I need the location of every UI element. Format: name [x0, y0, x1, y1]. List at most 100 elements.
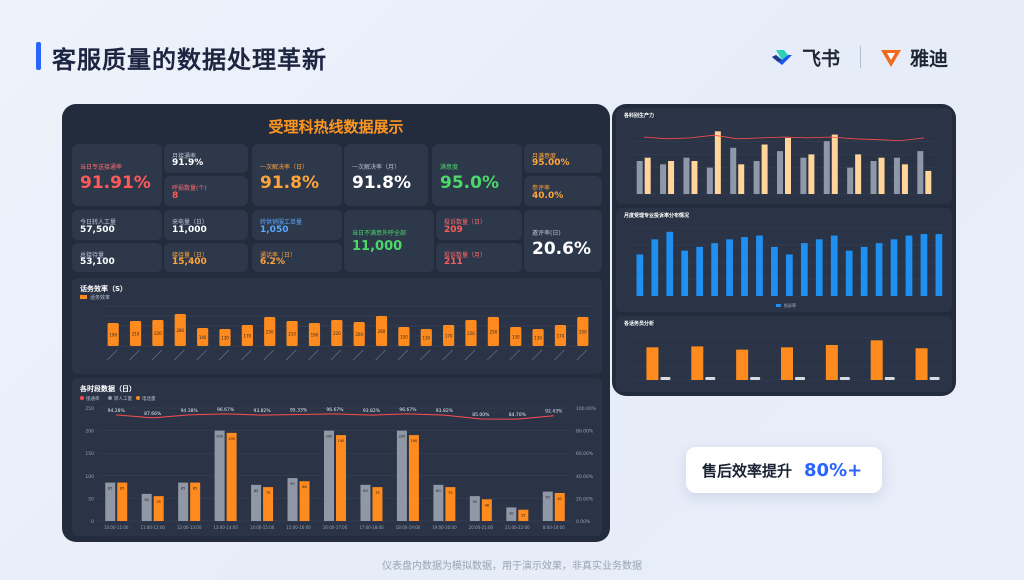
agent-analysis-small-bar — [795, 377, 805, 380]
hourly-grey-data-label: 200 — [216, 435, 223, 439]
kpi-daily-connect-rate: 当日专送接通率 91.91% — [72, 144, 162, 206]
hourly-grey-data-label: 80 — [254, 489, 258, 493]
efficiency-bar — [353, 322, 365, 346]
efficiency-data-label: 250 — [490, 330, 498, 335]
hourly-orange-bar — [372, 487, 383, 521]
efficiency-legend-label: 话务效率 — [90, 294, 110, 301]
hourly-y-tick-label: 0 — [91, 519, 94, 525]
productivity-peach-bar — [714, 131, 721, 194]
title-accent-bar — [36, 42, 41, 70]
kpi-incoming-calls: 来电量（日） 11,000 — [164, 210, 248, 240]
efficiency-data-label: 170 — [557, 334, 565, 339]
dashboard-panel: 受理科热线数据展示 当日专送接通率 91.91% 月接通率 91.9% 呼损数量… — [62, 104, 610, 542]
kpi-label: 投诉数量（月） — [444, 252, 487, 259]
kpi-value: 91.8% — [352, 173, 411, 193]
hourly-legend-swatch — [108, 396, 112, 400]
productivity-peach-bar — [785, 137, 791, 194]
hourly-orange-bar — [481, 499, 492, 521]
agent-analysis-chart — [632, 337, 946, 381]
brand-divider — [860, 46, 861, 68]
efficiency-data-label: 130 — [422, 336, 430, 341]
efficiency-bar — [129, 321, 142, 346]
efficiency-data-label: 200 — [355, 332, 363, 337]
efficiency-data-label: 210 — [288, 332, 296, 337]
yadea-logo-icon — [881, 49, 901, 67]
hourly-rate-data-label: 93.82% — [436, 408, 454, 414]
efficiency-tick-label — [308, 349, 319, 361]
efficiency-data-label: 280 — [176, 328, 184, 333]
efficiency-bar — [487, 317, 499, 346]
agent-analysis-small-bar — [884, 377, 895, 380]
hourly-grey-bar — [324, 430, 334, 521]
complaint-rate-bar — [815, 239, 823, 296]
agent-analysis-chart-title: 各话务员分析 — [624, 321, 655, 327]
hourly-rate-data-label: 96.67% — [326, 407, 344, 413]
efficiency-data-label: 220 — [467, 331, 475, 336]
agent-analysis-bar — [736, 349, 749, 380]
complaint-rate-bar — [756, 235, 763, 296]
hourly-rate-data-label: 94.38% — [181, 408, 199, 414]
efficiency-bar — [174, 314, 186, 346]
hourly-y2-tick-label: 100.00% — [576, 406, 597, 412]
hourly-grey-data-label: 55 — [473, 500, 477, 504]
productivity-grey-bar — [730, 147, 737, 194]
efficiency-bar — [532, 329, 544, 346]
hourly-orange-bar — [226, 432, 237, 521]
efficiency-bar — [420, 329, 432, 346]
kpi-label: 呼损数量(个) — [172, 185, 207, 192]
efficiency-bar — [197, 328, 209, 346]
feishu-logo-icon — [772, 49, 792, 65]
hourly-y2-tick-label: 20.00% — [576, 496, 594, 502]
hourly-x-tick-label: 20:00-21:00 — [469, 525, 494, 530]
kpi-complaints-day: 投诉数量（日） 209 — [436, 210, 522, 240]
hourly-y-tick-label: 150 — [85, 451, 94, 457]
complaint-rate-legend-label: 投诉率 — [784, 302, 796, 308]
kpi-value: 91.9% — [172, 158, 204, 168]
complaint-rate-bar — [786, 254, 793, 296]
kpi-label: 当日不满意外呼全部 — [352, 230, 407, 237]
complaint-rate-bar — [830, 235, 838, 296]
hourly-orange-data-label: 85 — [120, 487, 124, 491]
agent-analysis-chart-section: 各话务员分析 — [616, 316, 952, 392]
productivity-peach-bar — [901, 164, 908, 194]
hourly-grey-bar — [214, 430, 225, 521]
hourly-y2-tick-label: 60.00% — [576, 451, 594, 457]
efficiency-chart-title: 话务效率（S） — [80, 285, 128, 293]
kpi-dissatisfied-callbacks: 当日不满意外呼全部 11,000 — [344, 210, 434, 272]
hourly-grey-data-label: 80 — [363, 489, 367, 493]
kpi-value: 11,000 — [172, 225, 207, 235]
efficiency-tick-label — [106, 349, 118, 361]
agent-analysis-small-bar — [660, 377, 671, 380]
kpi-first-resolve-day: 一次解决率（日） 91.8% — [252, 144, 342, 206]
kpi-label: 接待量（日） — [172, 252, 209, 259]
efficiency-data-label: 220 — [333, 331, 341, 336]
feishu-brand: 飞书 — [770, 44, 840, 71]
kpi-label: 参评率 — [532, 185, 551, 192]
callout-value: 80%+ — [804, 459, 863, 481]
agent-analysis-small-bar — [705, 377, 716, 380]
agent-analysis-small-bar — [839, 377, 850, 380]
hourly-orange-data-label: 75 — [266, 491, 270, 495]
efficiency-data-label: 190 — [109, 333, 117, 338]
productivity-grey-bar — [660, 164, 667, 194]
agent-analysis-bar — [646, 347, 659, 380]
complaint-rate-bar — [935, 234, 943, 296]
complaint-rate-chart-section: 月度受理专业投诉率分布情况 投诉率 — [616, 208, 952, 312]
kpi-label: 转供销服工单量 — [260, 219, 303, 226]
hourly-orange-bar — [117, 482, 128, 521]
hourly-rate-data-label: 93.82% — [363, 408, 381, 414]
efficiency-tick-label — [196, 349, 207, 361]
hourly-rate-data-label: 84.70% — [509, 412, 527, 418]
complaint-rate-legend-swatch — [776, 304, 781, 307]
productivity-chart — [632, 127, 936, 195]
hourly-orange-bar — [445, 487, 456, 521]
kpi-label: 今日转人工量 — [80, 219, 117, 226]
hourly-grey-data-label: 95 — [290, 482, 294, 486]
productivity-peach-bar — [831, 134, 838, 194]
hourly-orange-data-label: 55 — [156, 500, 160, 504]
kpi-label: 邀评率(日) — [532, 230, 561, 237]
productivity-peach-bar — [925, 170, 932, 194]
hourly-y-tick-label: 50 — [88, 496, 94, 502]
hourly-rate-data-label: 87.66% — [144, 411, 162, 417]
productivity-grey-bar — [706, 167, 713, 194]
